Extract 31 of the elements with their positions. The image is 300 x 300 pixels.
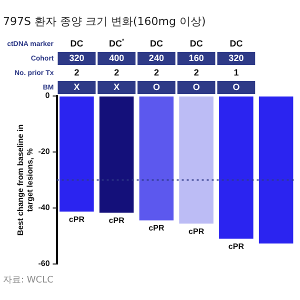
text: X [74, 82, 80, 92]
text: 1 [234, 67, 239, 78]
text: 400 [109, 52, 124, 63]
y-tick-label: -40 [38, 203, 50, 212]
data-label: cPR [68, 214, 85, 224]
text: 2 [194, 67, 199, 78]
data-label: cPR [188, 226, 204, 236]
data-label: cPR [148, 224, 164, 233]
text: DC [150, 38, 164, 48]
y-tick-label: 0 [45, 91, 50, 100]
text: 2 [154, 67, 159, 78]
text: 320 [69, 52, 84, 63]
text: DC [190, 38, 204, 48]
text: 320 [228, 52, 244, 63]
text: 160 [188, 52, 204, 63]
text: 240 [148, 52, 164, 63]
y-tick-label: -60 [38, 259, 50, 268]
text: O [192, 82, 200, 92]
text: 2 [114, 67, 120, 78]
text: DC [230, 38, 244, 48]
text: X [114, 82, 120, 92]
data-label: cPR [228, 242, 244, 252]
text: 자료: WCLC [3, 275, 54, 286]
text: O [232, 82, 240, 92]
y-tick-label: -20 [38, 147, 50, 156]
text: 2 [74, 67, 80, 78]
chart-title: 797S 환자 종양 크기 변화(160mg 이상) [3, 14, 206, 28]
data-label: cPR [108, 216, 125, 225]
y-axis-title: Best change from baseline in target lesions, % [16, 124, 35, 236]
text: O [152, 82, 160, 92]
text: DC [70, 38, 84, 48]
